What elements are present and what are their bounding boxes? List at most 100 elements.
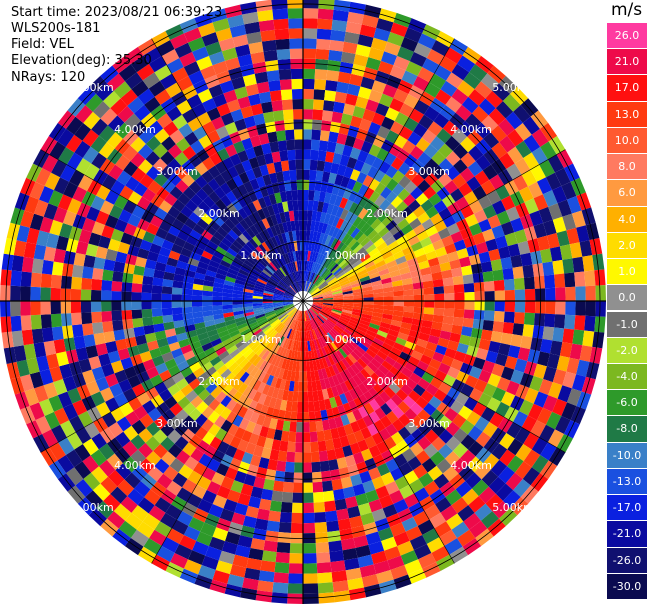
velocity-gate xyxy=(554,314,566,329)
velocity-gate xyxy=(387,264,400,273)
velocity-gate xyxy=(370,276,382,283)
velocity-gate xyxy=(459,419,475,435)
velocity-gate xyxy=(287,307,296,315)
velocity-gate xyxy=(312,304,322,310)
velocity-gate xyxy=(102,269,114,281)
velocity-gate xyxy=(317,314,326,323)
velocity-gate xyxy=(400,206,413,219)
velocity-gate xyxy=(290,329,296,341)
velocity-gate xyxy=(267,314,277,322)
velocity-gate xyxy=(203,393,216,407)
velocity-gate xyxy=(152,158,168,173)
velocity-gate xyxy=(531,455,549,474)
velocity-gate xyxy=(392,250,405,260)
velocity-gate xyxy=(130,235,143,248)
velocity-gate xyxy=(242,294,253,299)
velocity-gate xyxy=(308,179,316,191)
velocity-gate xyxy=(174,151,189,166)
velocity-gate xyxy=(451,128,468,144)
velocity-gate xyxy=(183,27,202,43)
velocity-gate xyxy=(413,123,428,138)
velocity-gate xyxy=(168,250,181,261)
velocity-gate xyxy=(523,276,535,290)
colorbar-cell: 10.0 xyxy=(607,126,647,154)
velocity-gate xyxy=(491,224,505,239)
velocity-gate xyxy=(309,330,314,341)
velocity-gate xyxy=(436,458,452,474)
velocity-gate xyxy=(101,301,112,312)
velocity-gate xyxy=(212,301,223,306)
velocity-gate xyxy=(421,273,433,283)
velocity-gate xyxy=(141,308,153,318)
velocity-gate xyxy=(312,303,323,308)
velocity-gate xyxy=(533,391,549,408)
velocity-gate xyxy=(371,315,383,322)
velocity-gate xyxy=(468,440,484,457)
velocity-gate xyxy=(291,360,297,372)
velocity-gate xyxy=(100,476,118,494)
velocity-gate xyxy=(287,339,293,350)
velocity-gate xyxy=(66,152,83,170)
velocity-gate xyxy=(294,330,299,341)
velocity-gate xyxy=(279,379,287,390)
velocity-gate xyxy=(424,301,435,308)
velocity-gate xyxy=(445,421,460,437)
velocity-gate xyxy=(319,311,330,318)
velocity-gate xyxy=(294,139,303,150)
velocity-gate xyxy=(340,313,352,320)
velocity-gate xyxy=(172,199,186,212)
velocity-gate xyxy=(231,199,243,212)
velocity-gate xyxy=(370,341,382,351)
azimuth-line xyxy=(302,38,455,302)
velocity-gate xyxy=(44,172,61,191)
velocity-gate xyxy=(416,360,429,372)
velocity-gate xyxy=(227,14,245,28)
velocity-gate xyxy=(267,238,276,249)
velocity-gate xyxy=(240,1,258,15)
velocity-gate xyxy=(288,308,297,317)
velocity-gate xyxy=(277,312,287,319)
velocity-gate xyxy=(381,342,393,352)
velocity-gate xyxy=(441,323,453,333)
velocity-gate xyxy=(208,219,221,232)
velocity-gate xyxy=(347,353,358,364)
velocity-gate xyxy=(0,285,11,301)
velocity-gate xyxy=(377,210,389,223)
velocity-gate xyxy=(20,271,32,287)
velocity-gate xyxy=(467,161,483,177)
velocity-gate xyxy=(342,402,353,415)
velocity-gate xyxy=(304,260,308,271)
velocity-gate xyxy=(253,445,264,458)
velocity-gate xyxy=(572,256,585,273)
velocity-gate xyxy=(323,161,333,173)
velocity-gate xyxy=(415,192,429,206)
velocity-gate xyxy=(360,162,372,176)
velocity-gate xyxy=(430,376,443,390)
velocity-gate xyxy=(312,231,318,242)
velocity-gate xyxy=(319,130,330,142)
velocity-gate xyxy=(451,88,469,105)
velocity-gate xyxy=(310,286,319,295)
velocity-gate xyxy=(401,367,414,379)
velocity-gate xyxy=(328,418,337,430)
velocity-gate xyxy=(220,169,233,183)
velocity-gate xyxy=(348,213,359,225)
velocity-gate xyxy=(350,363,361,375)
velocity-gate xyxy=(365,264,377,273)
velocity-gate xyxy=(274,356,282,368)
velocity-gate xyxy=(585,222,600,241)
velocity-gate xyxy=(374,222,386,234)
velocity-gate xyxy=(305,281,309,292)
velocity-gate xyxy=(344,235,354,247)
velocity-gate xyxy=(437,337,450,348)
velocity-gate xyxy=(303,391,309,402)
velocity-gate xyxy=(585,285,596,301)
velocity-gate xyxy=(506,422,522,439)
velocity-gate xyxy=(227,326,239,334)
velocity-gate xyxy=(333,351,342,363)
velocity-gate xyxy=(149,243,162,255)
velocity-gate xyxy=(485,238,499,252)
velocity-gate xyxy=(242,11,259,25)
velocity-gate xyxy=(552,216,567,234)
